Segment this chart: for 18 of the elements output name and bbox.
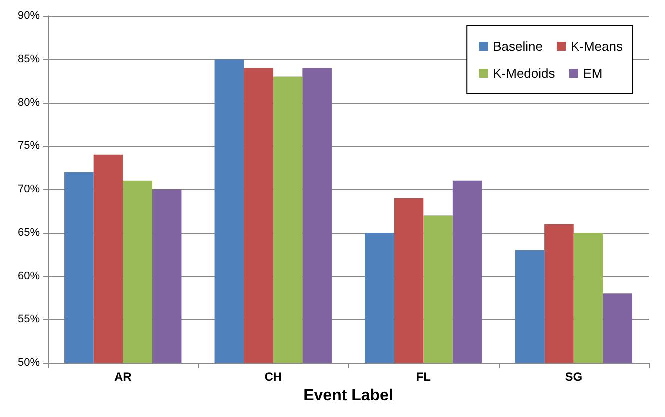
y-tick-label: 80% [18,96,40,109]
x-tick-label: CH [264,370,282,384]
x-tick-label: FL [416,370,431,384]
y-tick-label: 70% [18,184,40,196]
x-axis-title: Event Label [304,388,394,404]
y-tick-label: 65% [18,226,40,239]
legend-label: EM [583,66,603,81]
legend-label: K-Medoids [493,66,556,81]
legend-label: Baseline [493,39,543,54]
y-tick-label: 85% [18,53,40,66]
y-tick-label: 50% [18,357,40,370]
y-tick-label: 55% [18,314,40,326]
x-tick-label: AR [114,370,132,384]
x-tick-label: SG [565,370,583,384]
y-tick-label: 60% [18,270,40,282]
y-tick-label: 75% [18,140,40,152]
y-tick-label: 90% [18,10,40,22]
legend-label: K-Means [570,39,624,54]
